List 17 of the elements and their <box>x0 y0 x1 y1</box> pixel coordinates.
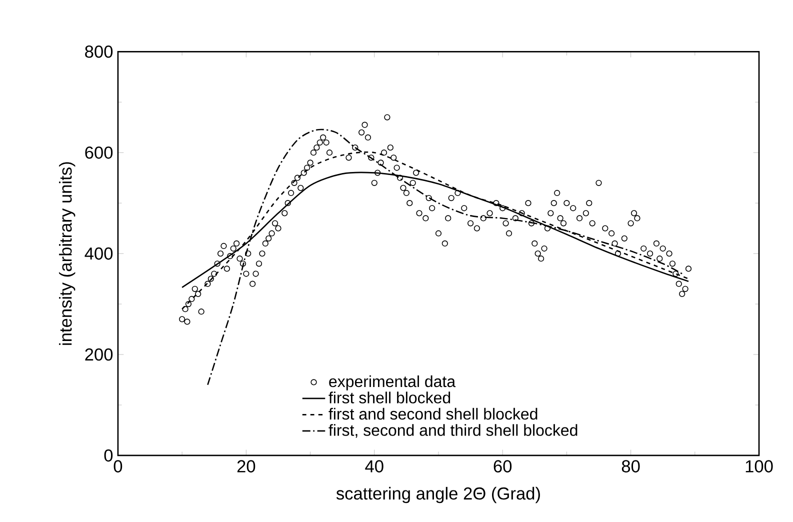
x-axis-title: scattering angle 2Θ (Grad) <box>336 486 540 503</box>
x-tick-label: 40 <box>365 460 384 472</box>
x-tick-label: 0 <box>114 460 122 472</box>
x-tick-label: 20 <box>237 460 256 472</box>
y-tick-label: 200 <box>85 348 113 360</box>
legend-label: first shell blocked <box>328 391 450 404</box>
y-tick-label: 0 <box>104 449 113 462</box>
x-tick-label: 80 <box>622 460 640 472</box>
x-tick-label: 100 <box>746 460 773 472</box>
y-tick-label: 600 <box>85 146 113 159</box>
legend-label: experimental data <box>329 375 456 390</box>
legend-label: first and second shell blocked <box>328 408 538 420</box>
y-tick-label: 400 <box>84 247 113 260</box>
y-tick-label: 800 <box>85 45 113 58</box>
x-tick-label: 60 <box>494 460 512 472</box>
legend-label: first, second and third shell blocked <box>328 424 578 438</box>
y-axis-title: intensity (arbitrary units) <box>59 162 76 345</box>
